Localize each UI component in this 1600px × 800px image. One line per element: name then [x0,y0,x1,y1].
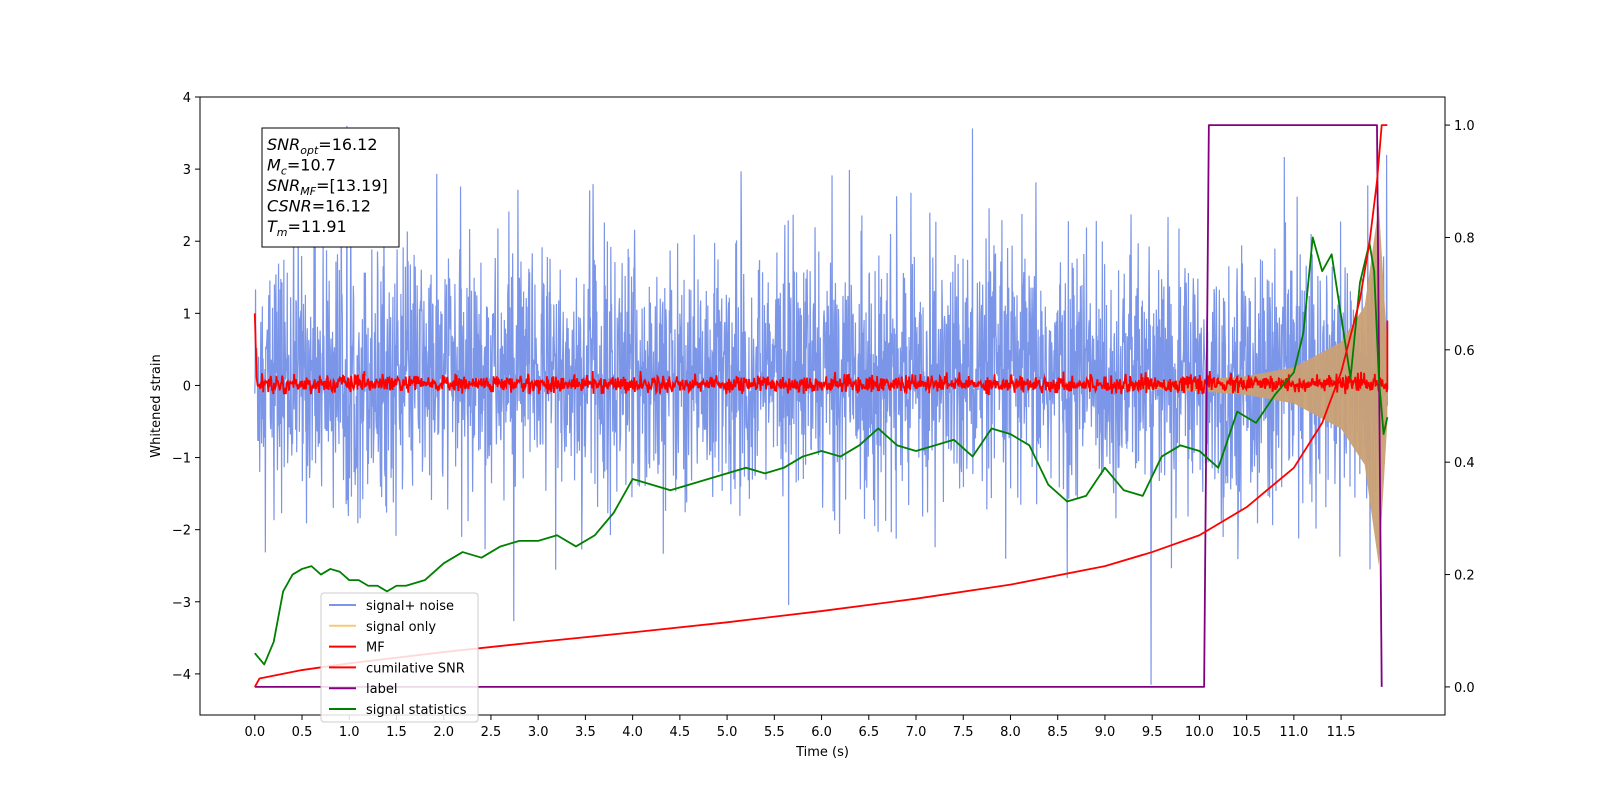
x-tick-label: 7.5 [953,725,974,740]
annotation-symbol: CSNR [267,197,312,216]
annotation-subscript: c [281,165,287,178]
annotation-line: Tm=11.91 [267,217,347,239]
annotation-subscript: m [277,226,288,239]
x-tick-label: 3.5 [575,725,596,740]
x-tick-label: 3.0 [528,725,549,740]
x-tick-label: 2.0 [433,725,454,740]
y-tick-label: −2 [172,524,191,539]
x-tick-label: 11.5 [1327,725,1356,740]
annotation-line: CSNR=16.12 [267,197,371,216]
y2-tick-label: 0.2 [1454,569,1475,584]
legend-entry: signal+ noise [366,599,454,614]
series-label [254,124,1383,688]
annotation-line: Mc=10.7 [267,156,336,178]
y-tick-label: 0 [183,379,191,394]
annotation-symbol: SNR [267,176,300,195]
plot-frame [199,96,1446,716]
x-tick-label: 0.0 [244,725,265,740]
y2-tick-label: 0.4 [1454,456,1475,471]
x-tick-label: 6.5 [858,725,879,740]
annotation-line: SNRMF=[13.19] [267,176,388,198]
x-tick-label: 11.0 [1279,725,1308,740]
legend-entry: signal only [366,620,436,635]
legend-entry: label [366,682,397,697]
legend-entry: cumilative SNR [366,661,465,676]
series-signal-statistics [254,236,1389,666]
x-tick-label: 10.5 [1232,725,1261,740]
x-tick-label: 9.5 [1142,725,1163,740]
legend-entry: MF [366,641,385,656]
x-tick-label: 4.5 [670,725,691,740]
annotation-value: =[13.19] [316,176,388,195]
y2-tick-label: 0.8 [1454,231,1475,246]
legend-entry: signal statistics [366,703,467,718]
x-tick-label: 8.0 [1000,725,1021,740]
x-tick-label: 1.5 [386,725,407,740]
x-tick-label: 5.5 [764,725,785,740]
x-tick-label: 8.5 [1047,725,1068,740]
y-tick-label: −4 [172,668,191,683]
y2-tick-label: 0.0 [1454,681,1475,696]
annotation-box: SNRopt=16.12Mc=10.7SNRMF=[13.19]CSNR=16.… [261,127,400,248]
x-tick-label: 9.0 [1095,725,1116,740]
x-tick-label: 10.0 [1185,725,1214,740]
annotation-subscript: opt [300,144,319,157]
annotation-subscript: MF [300,185,316,198]
y-tick-label: 4 [183,91,191,106]
annotation-value: =16.12 [318,135,377,154]
y-tick-label: −1 [172,452,191,467]
x-tick-label: 7.0 [906,725,927,740]
x-axis-label: Time (s) [795,745,849,760]
y-tick-label: 2 [183,235,191,250]
annotation-symbol: SNR [267,135,300,154]
annotation-value: =10.7 [287,156,336,175]
x-tick-label: 1.0 [339,725,360,740]
x-tick-label: 5.0 [717,725,738,740]
x-tick-label: 0.5 [292,725,313,740]
series-mf [253,313,1389,396]
legend-frame [320,592,479,723]
x-tick-label: 2.5 [481,725,502,740]
y2-tick-label: 0.6 [1454,344,1475,359]
annotation-frame [261,127,400,248]
y-tick-label: 1 [183,307,191,322]
annotation-symbol: T [267,217,278,236]
y-axis-label: Whitened strain [149,354,164,457]
annotation-value: =16.12 [312,197,371,216]
x-tick-label: 6.0 [811,725,832,740]
legend: signal+ noise signal only MF cumilative SNR… [320,592,479,723]
annotation-line: SNRopt=16.12 [267,135,378,157]
x-tick-label: 4.0 [622,725,643,740]
annotation-symbol: M [267,156,281,175]
y-tick-label: −3 [172,596,191,611]
axes-layer: 0.0 0.5 1.0 1.5 2.0 2.5 3.0 3.5 4.0 4.5 5.0 5.5 6.0 6… [172,91,1475,740]
annotation-value: =11.91 [288,217,347,236]
y2-tick-label: 1.0 [1454,119,1475,134]
y-tick-label: 3 [183,163,191,178]
